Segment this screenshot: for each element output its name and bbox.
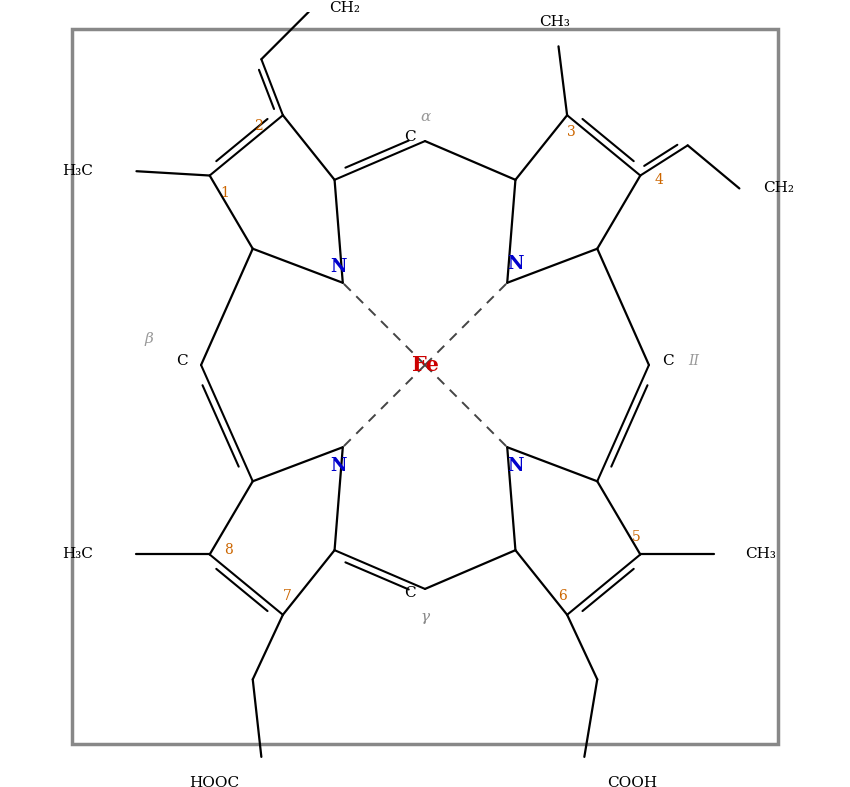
Text: 5: 5 xyxy=(632,530,640,545)
Text: CH₂: CH₂ xyxy=(762,182,794,195)
Text: N: N xyxy=(507,255,524,273)
Text: C: C xyxy=(404,130,416,144)
Text: C: C xyxy=(662,353,674,368)
Text: CH₂: CH₂ xyxy=(330,1,360,15)
Text: 2: 2 xyxy=(254,119,264,132)
Text: C: C xyxy=(404,586,416,600)
Text: CH₃: CH₃ xyxy=(539,15,570,29)
Text: N: N xyxy=(330,457,347,475)
Text: CH₃: CH₃ xyxy=(745,548,776,561)
Text: 6: 6 xyxy=(558,589,567,603)
Text: C: C xyxy=(176,353,188,368)
Text: β: β xyxy=(145,332,154,346)
Text: II: II xyxy=(688,353,700,368)
Text: N: N xyxy=(330,258,347,276)
Text: 1: 1 xyxy=(221,186,230,200)
Text: α: α xyxy=(420,110,430,124)
Text: Fe: Fe xyxy=(411,355,439,375)
Text: H₃C: H₃C xyxy=(63,548,94,561)
Text: 8: 8 xyxy=(224,543,233,557)
Text: 3: 3 xyxy=(567,125,575,139)
Text: 7: 7 xyxy=(283,589,292,603)
Text: γ: γ xyxy=(421,609,429,623)
Text: HOOC: HOOC xyxy=(189,776,239,787)
Text: H₃C: H₃C xyxy=(63,164,94,178)
Text: 4: 4 xyxy=(654,173,664,187)
Text: N: N xyxy=(507,457,524,475)
Text: COOH: COOH xyxy=(607,776,657,787)
